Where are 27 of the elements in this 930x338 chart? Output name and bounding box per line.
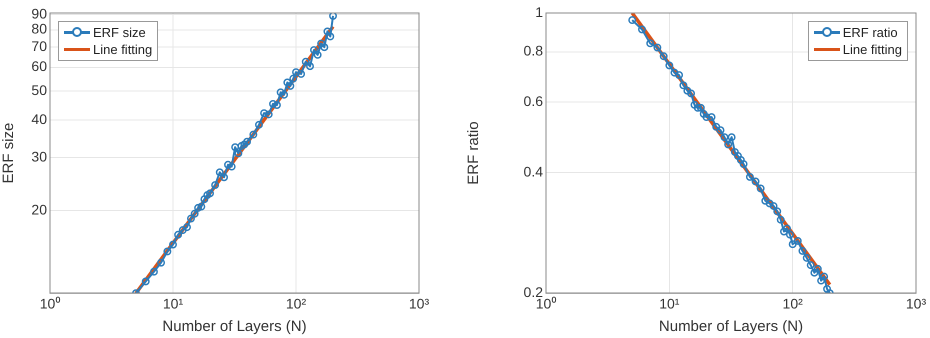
- x-tick-label: 10³: [906, 295, 926, 312]
- legend-label: Line fitting: [842, 42, 902, 57]
- legend-label: ERF ratio: [842, 25, 898, 40]
- y-axis-title: ERF size: [0, 122, 18, 184]
- y-tick-label: 60: [31, 58, 48, 74]
- y-axis-title: ERF ratio: [465, 121, 482, 185]
- x-tick-label: 10²: [286, 295, 306, 312]
- x-tick-label: 10⁰: [40, 295, 60, 312]
- y-tick-label: 30: [31, 148, 48, 164]
- legend-label: ERF size: [93, 25, 146, 40]
- x-tick-label: 10²: [782, 295, 804, 312]
- y-tick-label: 0.4: [524, 163, 544, 180]
- y-tick-label: 0.6: [524, 92, 544, 109]
- y-tick-label: 80: [31, 20, 48, 37]
- y-tick-label: 40: [31, 110, 48, 127]
- x-tick-label: 10³: [408, 295, 430, 312]
- y-tick-label: 90: [31, 5, 48, 22]
- y-tick-label: 70: [31, 38, 48, 54]
- y-tick-label: 20: [31, 201, 48, 218]
- x-axis-title: Number of Layers (N): [162, 318, 307, 336]
- x-tick-label: 10¹: [162, 295, 184, 312]
- legend-label: Line fitting: [93, 42, 152, 57]
- y-tick-label: 0.8: [524, 42, 544, 59]
- y-tick-label: 50: [31, 82, 48, 98]
- x-tick-label: 10¹: [659, 295, 680, 312]
- y-tick-label: 1: [535, 4, 544, 20]
- x-axis-title: Number of Layers (N): [658, 318, 804, 336]
